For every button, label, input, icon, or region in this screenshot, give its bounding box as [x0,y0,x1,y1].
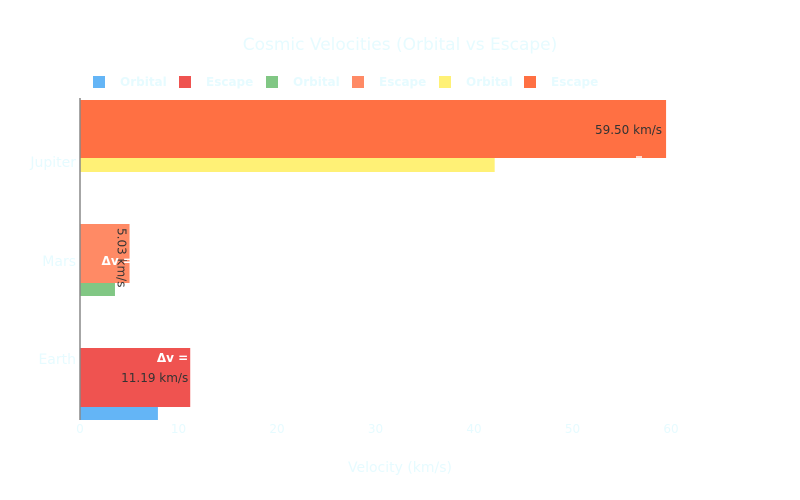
x-tick-label: 50 [565,422,580,436]
x-tick-label: 60 [663,422,678,436]
data-label: 5.03 km/s [115,228,129,287]
legend-label: Orbital [466,75,513,89]
legend-swatch [93,76,105,88]
legend-swatch [439,76,451,88]
legend: Orbital Escape Orbital Escape Orbital Escape [93,75,598,89]
axis-ticks: 0 10 20 30 40 50 60 [76,422,678,436]
data-label: 11.19 km/s [121,371,188,385]
x-axis-title: Velocity (km/s) [348,460,452,476]
bar-orbital-earth [80,406,158,420]
bar-escape-earth [80,348,191,407]
bar-orbital-mars [80,283,115,296]
data-label: 59.50 km/s [595,123,662,137]
category-label: Mars [42,254,76,270]
bars [80,100,667,420]
category-label: Earth [38,352,76,368]
legend-label: Escape [551,75,598,89]
bar-escape-jupiter [80,100,667,158]
x-tick-label: 0 [76,422,84,436]
legend-label: Escape [379,75,426,89]
legend-label: Orbital [120,75,167,89]
x-tick-label: 40 [466,422,481,436]
category-label: Jupiter [29,155,76,171]
x-tick-label: 20 [269,422,284,436]
delta-v-annotation: Δv = [102,254,133,268]
category-labels: Earth Mars Jupiter [29,155,76,368]
bar-orbital-jupiter [80,158,495,172]
bar-escape-mars [80,224,130,283]
legend-swatch [352,76,364,88]
x-tick-label: 10 [171,422,186,436]
legend-swatch [179,76,191,88]
x-tick-label: 30 [368,422,383,436]
legend-label: Escape [206,75,253,89]
legend-swatch [524,76,536,88]
legend-swatch [266,76,278,88]
data-labels: 11.19 km/sΔv =5.03 km/sΔv =59.50 km/s [102,123,663,385]
legend-label: Orbital [293,75,340,89]
chart-title: Cosmic Velocities (Orbital vs Escape) [243,35,558,55]
delta-v-annotation: Δv = [157,351,188,365]
